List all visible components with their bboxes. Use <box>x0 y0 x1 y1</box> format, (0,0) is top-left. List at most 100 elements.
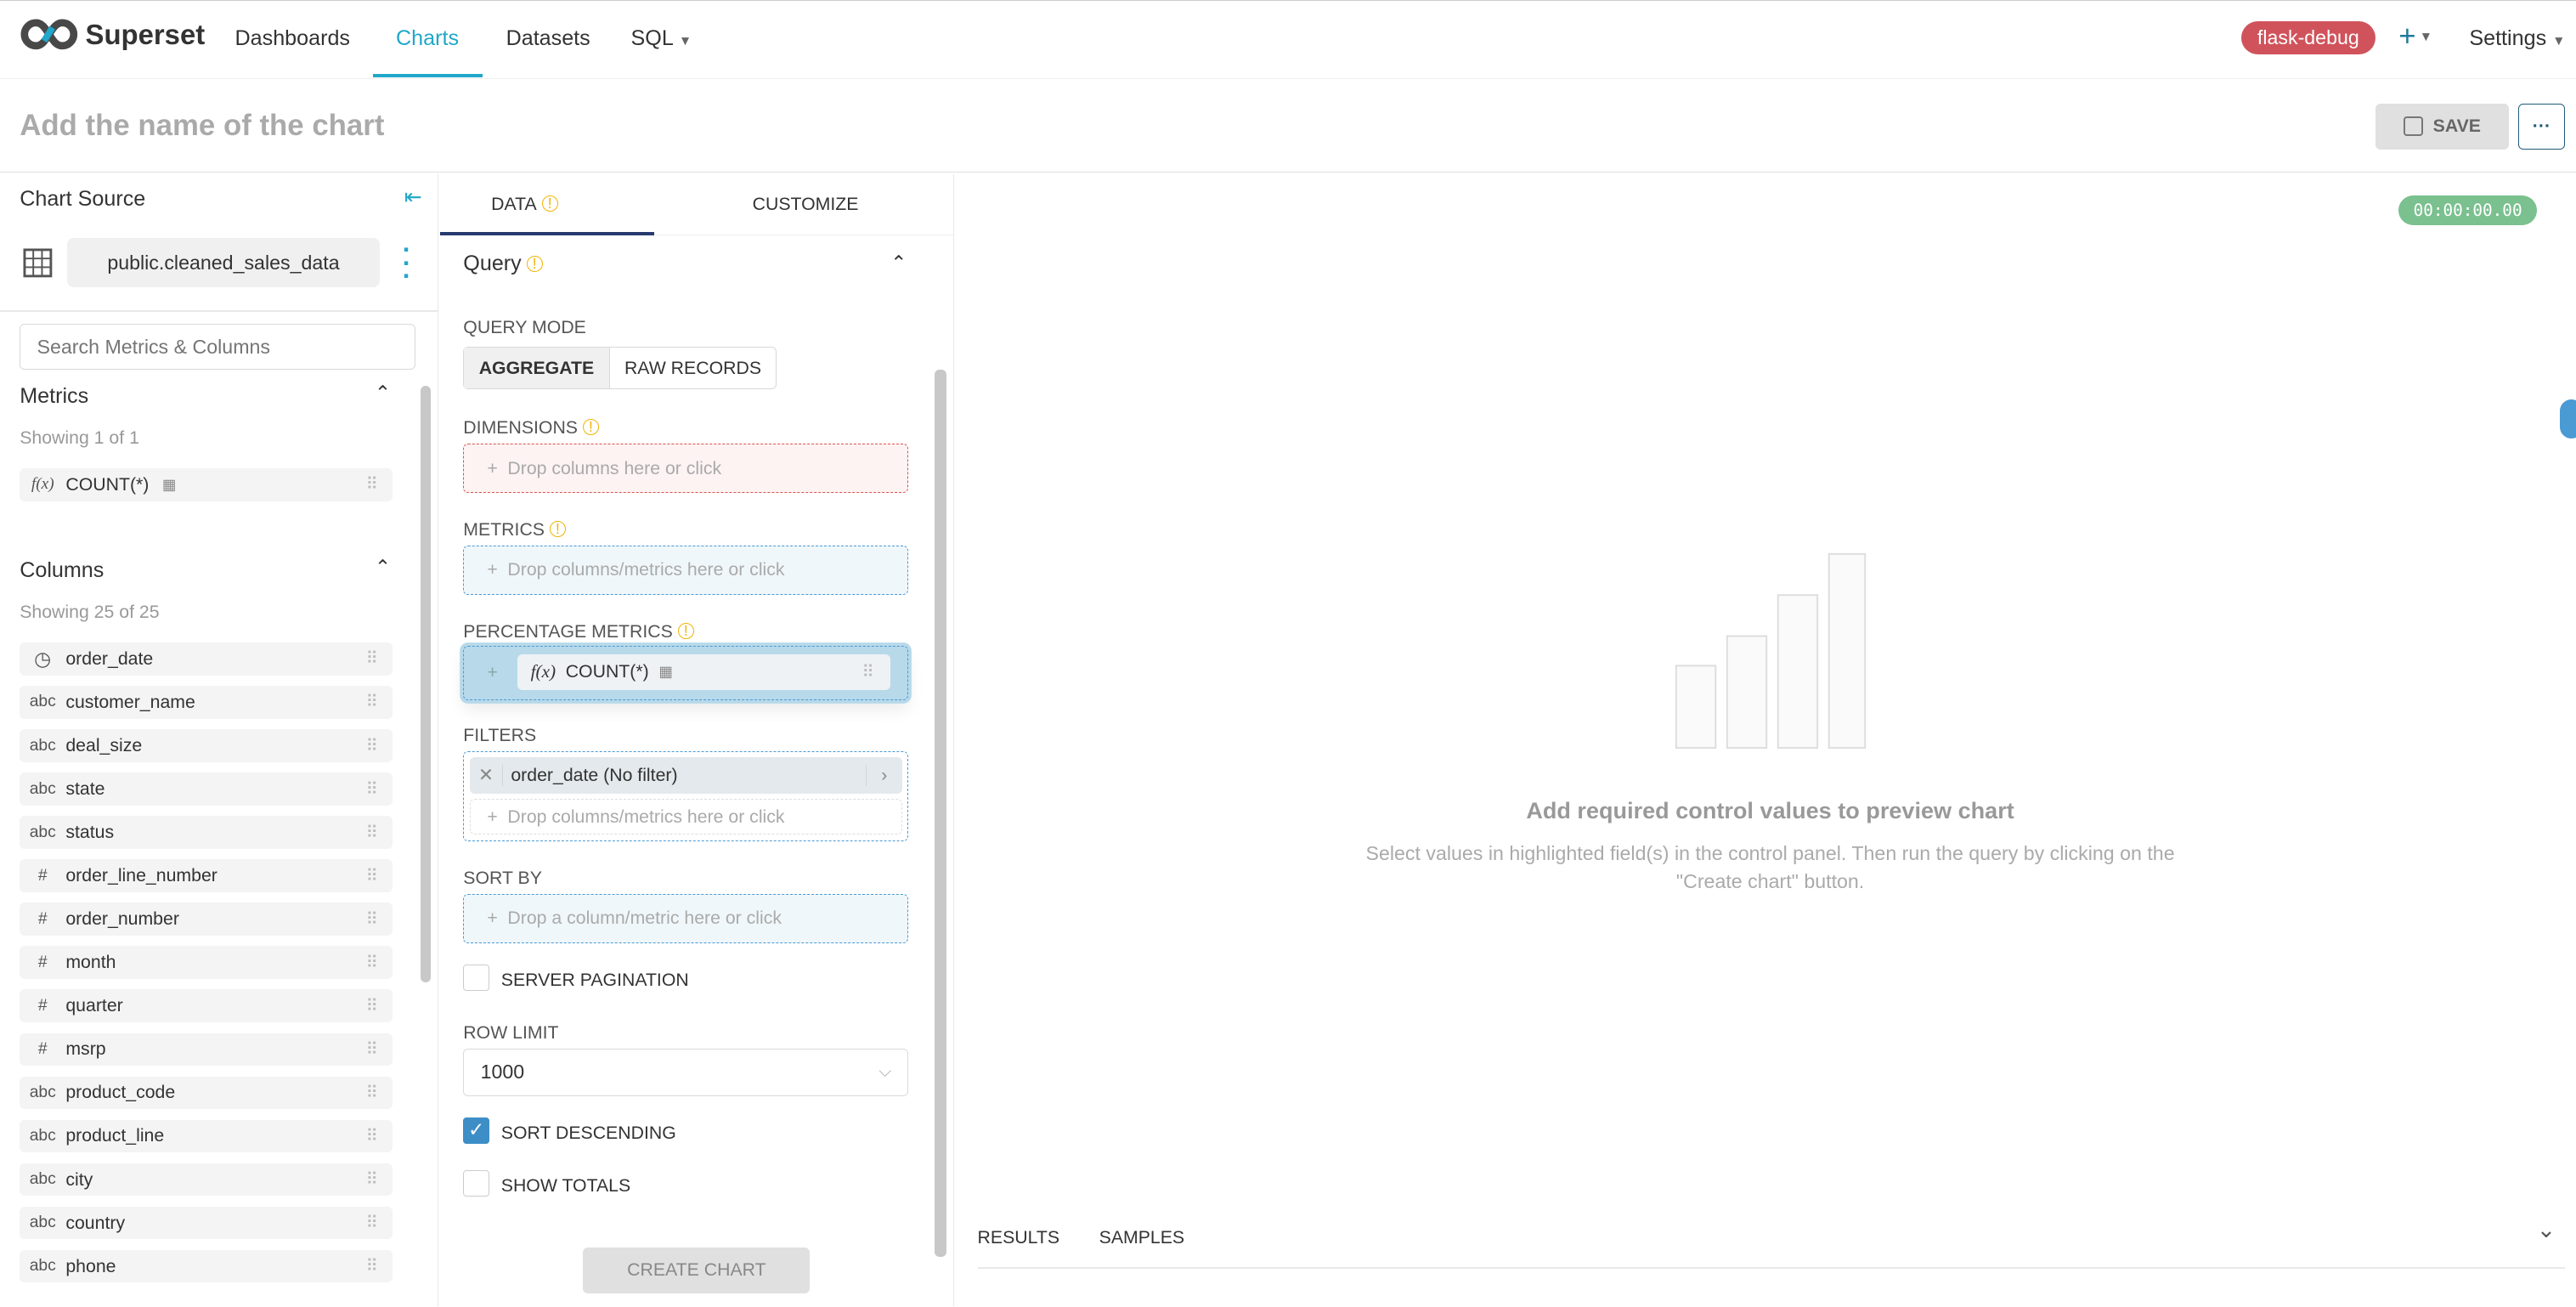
filters-label: FILTERS <box>463 724 537 745</box>
add-new-icon[interactable]: + ▼ <box>2398 20 2433 54</box>
tab-data[interactable]: DATA! <box>491 194 558 215</box>
filter-item[interactable]: ✕ order_date (No filter) › <box>470 757 902 794</box>
dimensions-dropzone[interactable]: + Drop columns here or click <box>463 444 909 494</box>
filters-add-dropzone[interactable]: + Drop columns/metrics here or click <box>470 798 902 835</box>
nav-dashboards[interactable]: Dashboards <box>234 25 350 50</box>
dragged-metric-item[interactable]: f(x) COUNT(*) ▦ ⠿ <box>517 654 891 691</box>
scrollbar[interactable] <box>935 370 946 1258</box>
drag-handle-icon[interactable]: ⠿ <box>365 867 378 885</box>
sort-descending-checkbox[interactable]: ✓ <box>463 1117 490 1144</box>
floating-widget[interactable] <box>2559 399 2576 439</box>
drag-handle-icon[interactable]: ⠿ <box>365 1127 378 1146</box>
settings-menu[interactable]: Settings ▼ <box>2469 26 2565 51</box>
column-item[interactable]: abc status ⠿ <box>20 816 393 849</box>
row-limit-select[interactable]: 1000 ⌵ <box>463 1048 909 1096</box>
empty-state-description: Select values in highlighted field(s) in… <box>1365 842 2175 892</box>
drag-handle-icon[interactable]: ⠿ <box>365 823 378 842</box>
drag-handle-icon[interactable]: ⠿ <box>365 1214 378 1233</box>
server-pagination-checkbox[interactable] <box>463 965 490 992</box>
collapse-panel-icon[interactable]: ⇤ <box>404 184 422 209</box>
save-icon <box>2403 116 2424 137</box>
raw-records-button[interactable]: RAW RECORDS <box>624 357 762 378</box>
metrics-dropzone[interactable]: + Drop columns/metrics here or click <box>463 545 909 595</box>
percentage-metrics-label: PERCENTAGE METRICS! <box>463 621 694 642</box>
calculator-icon: ▦ <box>658 663 673 681</box>
dataset-selector[interactable]: public.cleaned_sales_data <box>67 238 380 288</box>
show-totals-checkbox[interactable] <box>463 1169 490 1197</box>
search-metrics-columns-input[interactable] <box>20 323 416 371</box>
chevron-up-icon[interactable]: ⌃ <box>374 555 392 578</box>
metric-item[interactable]: f(x) COUNT(*) ▦ ⠿ <box>20 468 393 501</box>
tab-results[interactable]: RESULTS <box>977 1227 1060 1248</box>
save-button[interactable]: SAVE <box>2375 103 2509 150</box>
drag-handle-icon[interactable]: ⠿ <box>365 693 378 712</box>
column-item[interactable]: # month ⠿ <box>20 946 393 980</box>
drag-handle-icon[interactable]: ⠿ <box>365 1084 378 1102</box>
tab-customize[interactable]: CUSTOMIZE <box>752 194 859 215</box>
drag-handle-icon[interactable]: ⠿ <box>861 663 874 682</box>
metrics-placeholder: Drop columns/metrics here or click <box>507 559 785 580</box>
save-label: SAVE <box>2432 116 2481 137</box>
chevron-up-icon[interactable]: ⌃ <box>890 251 907 274</box>
drag-handle-icon[interactable]: ⠿ <box>365 910 378 929</box>
column-item[interactable]: # order_line_number ⠿ <box>20 859 393 892</box>
column-item[interactable]: # quarter ⠿ <box>20 989 393 1023</box>
chart-name-input[interactable]: Add the name of the chart <box>20 108 385 142</box>
column-name: msrp <box>65 1038 106 1060</box>
column-name: order_date <box>65 648 154 669</box>
column-item[interactable]: abc product_line ⠿ <box>20 1119 393 1153</box>
top-nav <box>0 0 2576 79</box>
env-badge: flask-debug <box>2240 21 2376 54</box>
drag-handle-icon[interactable]: ⠿ <box>365 1258 378 1276</box>
chevron-right-icon[interactable]: › <box>866 765 902 787</box>
superset-logo[interactable]: Superset <box>20 18 205 51</box>
sort-descending-label: SORT DESCENDING <box>500 1122 676 1143</box>
filters-dropzone <box>463 750 909 842</box>
column-item[interactable]: abc city ⠿ <box>20 1163 393 1197</box>
drag-handle-icon[interactable]: ⠿ <box>365 997 378 1016</box>
dataset-menu-icon[interactable]: · · · <box>402 235 412 291</box>
plus-icon: + <box>487 806 498 827</box>
column-item[interactable]: # order_number ⠿ <box>20 902 393 936</box>
nav-datasets[interactable]: Datasets <box>506 25 590 50</box>
drag-handle-icon[interactable]: ⠿ <box>365 1171 378 1189</box>
aggregate-button[interactable]: AGGREGATE <box>464 348 610 389</box>
column-name: status <box>65 822 115 843</box>
dragged-metric-name: COUNT(*) <box>565 661 649 682</box>
nav-sql[interactable]: SQL ▼ <box>631 26 692 51</box>
column-item[interactable]: abc phone ⠿ <box>20 1249 393 1283</box>
column-item[interactable]: abc country ⠿ <box>20 1206 393 1240</box>
column-name: order_number <box>65 908 179 930</box>
active-tab-indicator <box>372 74 483 77</box>
filters-placeholder: Drop columns/metrics here or click <box>507 806 785 827</box>
drag-handle-icon[interactable]: ⠿ <box>365 737 378 755</box>
drag-handle-icon[interactable]: ⠿ <box>365 650 378 669</box>
query-section-heading[interactable]: Query! <box>463 252 543 276</box>
column-item[interactable]: abc deal_size ⠿ <box>20 729 393 762</box>
chevron-up-icon[interactable]: ⌃ <box>374 381 392 404</box>
info-icon: ! <box>677 622 694 640</box>
nav-charts[interactable]: Charts <box>396 25 460 50</box>
tab-samples[interactable]: SAMPLES <box>1099 1227 1185 1248</box>
column-item[interactable]: abc product_code ⠿ <box>20 1076 393 1110</box>
chevron-down-icon[interactable]: ⌄ <box>2536 1215 2556 1242</box>
sort-by-dropzone[interactable]: + Drop a column/metric here or click <box>463 893 909 943</box>
string-type-icon: abc <box>29 736 56 755</box>
more-options-button[interactable]: ··· <box>2518 103 2565 150</box>
string-type-icon: abc <box>29 1214 56 1232</box>
string-type-icon: abc <box>29 823 56 841</box>
scrollbar[interactable] <box>421 386 431 983</box>
column-item[interactable]: ◷ order_date ⠿ <box>20 642 393 676</box>
drag-handle-icon[interactable]: ⠿ <box>365 953 378 972</box>
column-item[interactable]: # msrp ⠿ <box>20 1033 393 1067</box>
remove-filter-icon[interactable]: ✕ <box>470 765 503 787</box>
plus-icon: + <box>487 457 498 478</box>
column-item[interactable]: abc state ⠿ <box>20 772 393 806</box>
logo-icon <box>20 19 78 50</box>
numeric-type-icon: # <box>37 1039 48 1058</box>
drag-handle-icon[interactable]: ⠿ <box>365 476 378 495</box>
create-chart-button[interactable]: CREATE CHART <box>583 1247 811 1293</box>
drag-handle-icon[interactable]: ⠿ <box>365 780 378 799</box>
drag-handle-icon[interactable]: ⠿ <box>365 1040 378 1059</box>
column-item[interactable]: abc customer_name ⠿ <box>20 686 393 719</box>
